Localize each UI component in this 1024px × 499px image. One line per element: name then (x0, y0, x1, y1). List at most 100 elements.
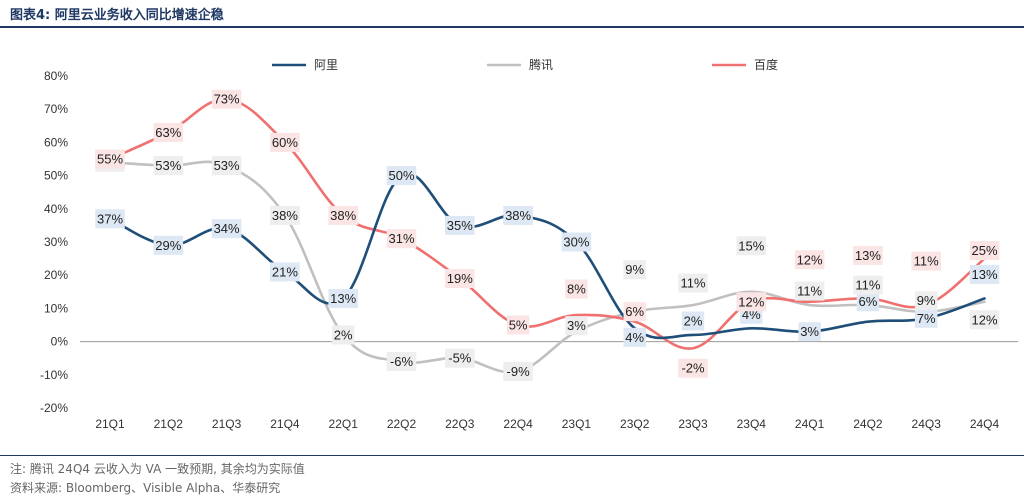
data-label: -9% (507, 364, 531, 379)
x-tick-label: 24Q1 (795, 417, 825, 431)
data-label-box (445, 215, 475, 235)
legend-label: 阿里 (314, 58, 338, 72)
data-label-box (794, 250, 825, 270)
y-tick-label: 30% (44, 235, 68, 249)
x-tick-label: 21Q3 (212, 417, 242, 431)
data-label-box (794, 281, 825, 301)
data-label: 4% (625, 330, 644, 345)
data-labels: 37%29%34%21%13%50%35%38%30%4%2% 4%3%6%7%1… (95, 89, 1000, 381)
data-label: 30% (563, 235, 589, 250)
data-label-box (270, 132, 300, 152)
data-label: 11% (914, 254, 939, 269)
data-label: 12% (971, 312, 997, 327)
footer-divider (0, 455, 1024, 456)
data-label: 3% (800, 324, 819, 339)
x-tick-label: 23Q1 (562, 417, 592, 431)
data-label: 9% (917, 293, 936, 308)
data-label: 38% (505, 208, 531, 223)
data-label: -5% (448, 351, 472, 366)
data-label-box (386, 166, 417, 186)
data-label-box (270, 205, 300, 225)
data-label: 11% (855, 278, 880, 293)
x-tick-label: 21Q2 (154, 417, 184, 431)
data-label: 8% (567, 282, 586, 297)
y-tick-label: -10% (40, 368, 68, 382)
data-label: 35% (447, 218, 473, 233)
data-label: 31% (388, 231, 414, 246)
data-label-box (678, 358, 708, 378)
data-label-box (211, 156, 242, 176)
data-label: 34% (214, 221, 240, 236)
data-label-box (623, 260, 646, 280)
source-note: 资料来源: Bloomberg、Visible Alpha、华泰研究 (10, 481, 281, 495)
data-label: 73% (214, 92, 240, 107)
x-tick-label: 22Q4 (503, 417, 533, 431)
data-label: 6% (859, 294, 878, 309)
data-label-box (95, 209, 125, 229)
series-line (108, 160, 986, 374)
data-label-box (506, 315, 530, 335)
data-label: 9% (625, 262, 644, 277)
footnote: 注: 腾讯 24Q4 云收入为 VA 一致预期, 其余均为实际值 (10, 462, 305, 476)
data-label: -2% (681, 361, 705, 376)
chart-axes: -20% -10% 0% 10% 20% 30% 40% 50% 60% 70% 80% 21Q1 21… (40, 69, 1018, 431)
data-label: 53% (214, 158, 240, 173)
data-label: 2% (684, 313, 703, 328)
data-label: 53% (155, 158, 181, 173)
data-label-box (386, 229, 417, 249)
data-label-box (969, 264, 1000, 284)
data-label-box (565, 316, 588, 336)
data-label: 50% (388, 168, 414, 183)
data-label-box (445, 269, 475, 289)
x-tick-label: 21Q4 (270, 417, 300, 431)
data-label: 37% (97, 211, 123, 226)
data-label: 5% (509, 318, 528, 333)
data-label-box (445, 348, 475, 368)
y-tick-label: 20% (44, 268, 68, 282)
data-label: 7% (917, 311, 936, 326)
data-label: 38% (330, 208, 356, 223)
figure-title: 图表4: 阿里云业务收入同比增速企稳 (10, 8, 224, 23)
data-label-box (623, 327, 646, 347)
data-label-box (623, 302, 646, 322)
x-tick-label: 23Q4 (737, 417, 767, 431)
y-tick-label: 0% (51, 335, 69, 349)
data-label-box (798, 322, 821, 342)
x-tick-label: 24Q2 (853, 417, 883, 431)
data-label-box (153, 235, 184, 255)
data-label-box (915, 291, 938, 311)
data-label-box (736, 236, 767, 256)
data-label: 63% (155, 125, 181, 140)
data-label: 55% (97, 152, 123, 167)
data-label-box (681, 311, 705, 331)
data-label-box (332, 325, 355, 345)
data-label: 12% (738, 294, 764, 309)
data-label-box (969, 310, 1000, 330)
data-label: 12% (797, 252, 823, 267)
data-label: 19% (447, 271, 473, 286)
data-label-box (153, 156, 184, 176)
data-label-box (678, 273, 708, 293)
y-tick-label: 80% (44, 69, 68, 83)
x-tick-label: 22Q1 (329, 417, 359, 431)
data-label-box (915, 308, 938, 328)
x-tick-label: 21Q1 (95, 417, 125, 431)
data-label-box (328, 205, 358, 225)
data-label-box (211, 89, 242, 109)
data-label: 38% (272, 208, 298, 223)
data-label: 13% (971, 267, 997, 282)
title-divider (0, 26, 1024, 28)
x-tick-label: 22Q2 (387, 417, 417, 431)
x-tick-label: 23Q2 (620, 417, 650, 431)
data-label-box (565, 279, 588, 299)
data-label: 15% (738, 238, 764, 253)
data-label-box (853, 275, 883, 295)
y-tick-label: 10% (44, 301, 68, 315)
legend-label: 百度 (754, 57, 778, 72)
series-line (108, 97, 986, 350)
y-tick-label: 70% (44, 102, 68, 116)
data-label-box (211, 219, 242, 239)
y-tick-label: 40% (44, 202, 68, 216)
data-label-box (503, 361, 533, 381)
x-tick-label: 23Q3 (678, 417, 708, 431)
